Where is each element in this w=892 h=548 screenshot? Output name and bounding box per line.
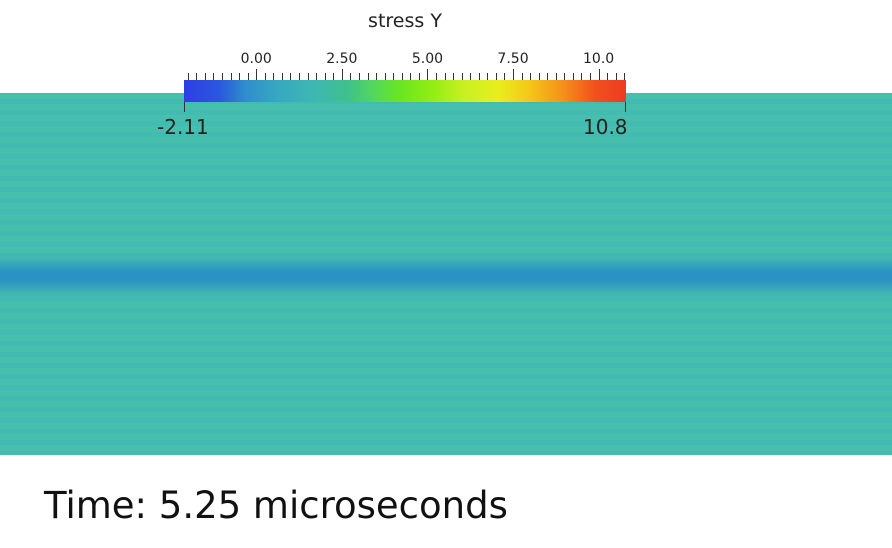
colorbar-title: stress Y [368,10,442,32]
colorbar-min-label: -2.11 [157,115,209,139]
time-label: Time: 5.25 microseconds [44,484,508,527]
colorbar-tick-label: 5.00 [411,51,444,67]
colorbar-tick-label: 2.50 [326,51,358,67]
colorbar-ticks [188,69,625,81]
colorbar-max-mark [625,102,626,112]
colorbar-min-mark [184,102,185,112]
colorbar [184,80,626,102]
colorbar-max-label: 10.8 [583,115,628,139]
stress-field-plot [0,93,892,455]
colorbar-tick-label: 7.50 [497,51,529,67]
colorbar-tick-label: 10.0 [583,51,615,67]
colorbar-tick-label: 0.00 [240,51,272,67]
